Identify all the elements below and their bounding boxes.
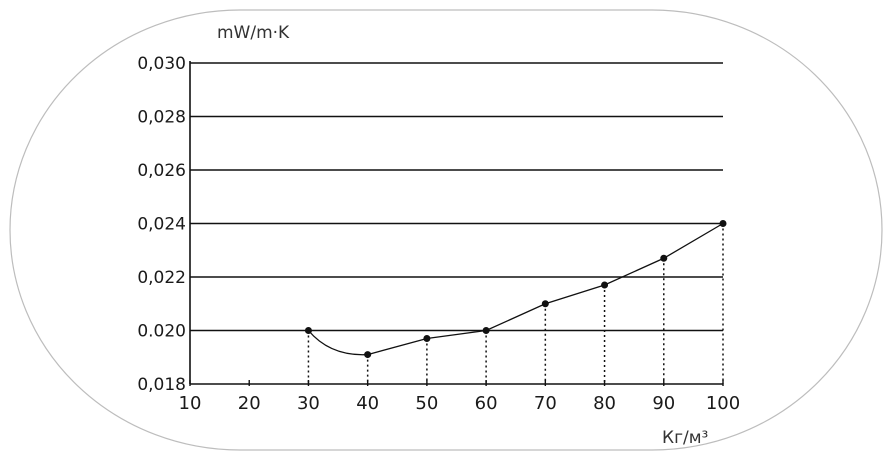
x-tick-label: 90 bbox=[652, 393, 675, 414]
data-point bbox=[364, 351, 372, 359]
x-tick-label: 70 bbox=[534, 393, 557, 414]
y-tick-label: 0,030 bbox=[137, 54, 186, 74]
data-point bbox=[719, 220, 727, 227]
data-point bbox=[482, 327, 490, 334]
y-tick-label: 0,022 bbox=[137, 268, 186, 288]
x-tick-label: 100 bbox=[706, 393, 740, 414]
data-point bbox=[601, 281, 609, 289]
x-tick-label: 50 bbox=[415, 393, 438, 414]
x-axis-unit-label: Кг/м³ bbox=[662, 428, 708, 448]
x-tick-label: 20 bbox=[238, 393, 261, 414]
data-point bbox=[304, 327, 312, 334]
x-tick-label: 60 bbox=[475, 393, 498, 414]
data-point bbox=[541, 300, 549, 308]
y-tick-label: 0,026 bbox=[137, 161, 186, 181]
series-line bbox=[307, 222, 724, 356]
y-axis-unit-label: mW/m·K bbox=[217, 23, 290, 43]
y-tick-label: 0.020 bbox=[137, 322, 186, 342]
rounded-frame bbox=[9, 9, 883, 451]
x-tick-label: 40 bbox=[356, 393, 379, 414]
y-tick-label: 0,028 bbox=[137, 108, 186, 128]
x-tick-label: 10 bbox=[179, 393, 202, 414]
data-point bbox=[423, 335, 431, 343]
x-tick-label: 30 bbox=[297, 393, 320, 414]
y-tick-label: 0,018 bbox=[137, 375, 186, 395]
data-point bbox=[660, 254, 668, 262]
x-tick-label: 80 bbox=[593, 393, 616, 414]
y-tick-label: 0,024 bbox=[137, 215, 186, 235]
